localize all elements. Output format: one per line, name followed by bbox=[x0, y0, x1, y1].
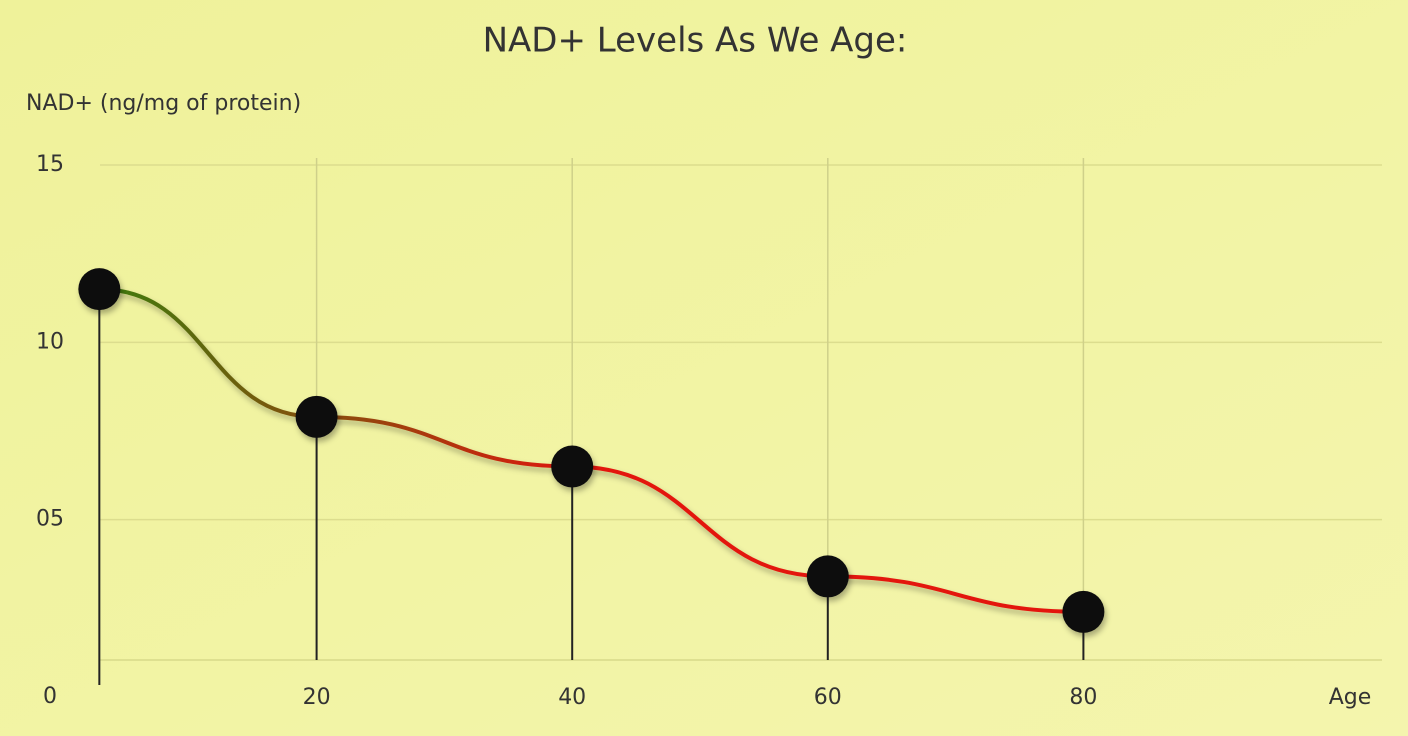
y-tick-label: 10 bbox=[36, 329, 64, 354]
y-axis-label: NAD+ (ng/mg of protein) bbox=[26, 91, 301, 116]
point bbox=[78, 268, 121, 311]
x-axis-label: Age bbox=[1329, 685, 1372, 710]
point bbox=[1062, 590, 1105, 633]
y-tick-label: 15 bbox=[36, 152, 64, 177]
y-tick-label: 05 bbox=[36, 507, 64, 532]
x-tick-label: 40 bbox=[558, 685, 586, 710]
y-tick-label: 0 bbox=[43, 684, 57, 709]
chart-title: NAD+ Levels As We Age: bbox=[483, 21, 908, 61]
x-tick-label: 60 bbox=[814, 685, 842, 710]
x-tick-label: 80 bbox=[1069, 685, 1097, 710]
point bbox=[295, 395, 338, 438]
point bbox=[551, 445, 594, 488]
point bbox=[806, 555, 849, 598]
x-tick-label: 20 bbox=[303, 685, 331, 710]
